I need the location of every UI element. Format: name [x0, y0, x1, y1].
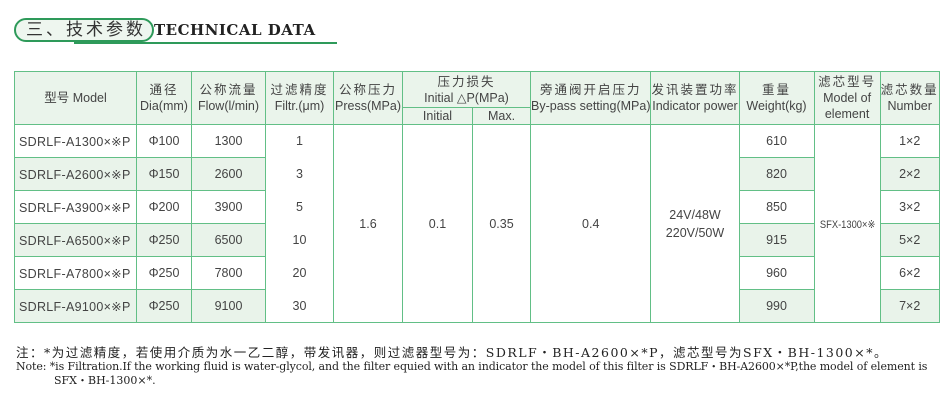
cell-flow: 7800 — [191, 256, 266, 290]
header-press: 公称压力 Press(MPa) — [333, 71, 403, 125]
title-underline — [74, 42, 337, 44]
note-cn: 注：*为过滤精度，若使用介质为水一乙二醇，带发讯器，则过滤器型号为：SDRLF・… — [16, 345, 888, 360]
header-filtr: 过滤精度 Filtr.(μm) — [265, 71, 334, 125]
cell-number: 7×2 — [879, 289, 940, 323]
header-dia-cn: 通径 — [149, 83, 179, 97]
section-title-en: TECHNICAL DATA — [154, 21, 316, 39]
header-element-cn: 滤芯型号 — [818, 75, 877, 89]
header-model: 型号 Model — [14, 71, 137, 125]
header-bypass: 旁通阀开启压力 By-pass setting(MPa) — [529, 71, 652, 125]
header-element-en1: Model of — [823, 91, 872, 105]
table-row: SDRLF-A6500×※P Φ250 6500 10 915 5×2 — [14, 223, 940, 257]
cell-dp-max: 0.35 — [472, 124, 531, 323]
cell-dia: Φ200 — [136, 190, 192, 224]
table-row: SDRLF-A7800×※P Φ250 7800 20 960 6×2 — [14, 256, 940, 290]
header-filtr-en: Filtr.(μm) — [274, 99, 325, 113]
header-dp-max: Max. — [472, 107, 531, 125]
header-bypass-cn: 旁通阀开启压力 — [539, 83, 642, 97]
cell-filtr: 3 — [265, 157, 334, 191]
table-row: SDRLF-A2600×※P Φ150 2600 3 820 2×2 — [14, 157, 940, 191]
header-weight-cn: 重量 — [761, 83, 791, 97]
element-model: SFX-1300×※ — [819, 218, 875, 231]
cell-model: SDRLF-A3900×※P — [14, 190, 137, 224]
header-indicator: 发讯装置功率 Indicator power — [650, 71, 740, 125]
header-flow-cn: 公称流量 — [199, 83, 258, 97]
cell-flow: 9100 — [191, 289, 266, 323]
cell-number: 5×2 — [879, 223, 940, 257]
header-press-cn: 公称压力 — [338, 83, 397, 97]
header-weight-en: Weight(kg) — [746, 99, 807, 113]
notes: 注：*为过滤精度，若使用介质为水一乙二醇，带发讯器，则过滤器型号为：SDRLF・… — [16, 346, 927, 388]
cell-number: 2×2 — [879, 157, 940, 191]
cell-dia: Φ250 — [136, 223, 192, 257]
cell-filtr: 1 — [265, 124, 334, 158]
table-row: SDRLF-A9100×※P Φ250 9100 30 990 7×2 — [14, 289, 940, 323]
cell-bypass: 0.4 — [529, 124, 652, 323]
cell-flow: 2600 — [191, 157, 266, 191]
cell-model: SDRLF-A7800×※P — [14, 256, 137, 290]
header-dp-initial: Initial — [402, 107, 473, 125]
cell-indicator: 24V/48W 220V/50W — [650, 124, 740, 323]
cell-number: 1×2 — [879, 124, 940, 158]
header-element-en2: element — [824, 107, 870, 121]
cell-filtr: 30 — [265, 289, 334, 323]
cell-weight: 990 — [738, 289, 815, 323]
section-title-cn: 三、技术参数 — [14, 18, 154, 42]
header-dp-en: Initial △P(MPa) — [424, 90, 509, 105]
header-weight: 重量 Weight(kg) — [738, 71, 815, 125]
cell-weight: 850 — [738, 190, 815, 224]
note-en-continued: SFX・BH-1300×*. — [54, 374, 156, 387]
cell-dia: Φ250 — [136, 256, 192, 290]
cell-model: SDRLF-A9100×※P — [14, 289, 137, 323]
indicator-line-2: 220V/50W — [665, 225, 725, 240]
header-dia-en: Dia(mm) — [140, 99, 188, 113]
cell-filtr: 20 — [265, 256, 334, 290]
header-number-en: Number — [887, 99, 932, 113]
cell-weight: 610 — [738, 124, 815, 158]
cell-filtr: 5 — [265, 190, 334, 224]
note-en: Note: *is Filtration.If the working flui… — [16, 360, 928, 373]
cell-dia: Φ150 — [136, 157, 192, 191]
header-dp-cn: 压力损失 — [437, 74, 496, 89]
header-flow: 公称流量 Flow(l/min) — [191, 71, 266, 125]
cell-number: 6×2 — [879, 256, 940, 290]
cell-element: SFX-1300×※ — [813, 124, 881, 323]
cell-flow: 6500 — [191, 223, 266, 257]
cell-dp-initial: 0.1 — [402, 124, 473, 323]
cell-dia: Φ100 — [136, 124, 192, 158]
header-dia: 通径 Dia(mm) — [136, 71, 192, 125]
cell-filtr: 10 — [265, 223, 334, 257]
cell-model: SDRLF-A1300×※P — [14, 124, 137, 158]
cell-model: SDRLF-A2600×※P — [14, 157, 137, 191]
section-title: 三、技术参数 TECHNICAL DATA — [14, 18, 337, 44]
cell-model: SDRLF-A6500×※P — [14, 223, 137, 257]
cell-number: 3×2 — [879, 190, 940, 224]
cell-weight: 820 — [738, 157, 815, 191]
cell-weight: 960 — [738, 256, 815, 290]
header-filtr-cn: 过滤精度 — [270, 83, 329, 97]
cell-dia: Φ250 — [136, 289, 192, 323]
indicator-line-1: 24V/48W — [669, 207, 721, 222]
cell-press: 1.6 — [333, 124, 403, 323]
header-number: 滤芯数量 Number — [879, 71, 940, 125]
header-press-en: Press(MPa) — [335, 99, 401, 113]
header-indicator-cn: 发讯装置功率 — [651, 83, 739, 97]
cell-flow: 1300 — [191, 124, 266, 158]
technical-data-table: 型号 Model 通径 Dia(mm) 公称流量 Flow(l/min) 过滤精度 F… — [14, 71, 940, 323]
header-element: 滤芯型号 Model of element — [813, 71, 881, 125]
header-pressure-drop: 压力损失 Initial △P(MPa) — [402, 71, 531, 108]
cell-weight: 915 — [738, 223, 815, 257]
header-bypass-en: By-pass setting(MPa) — [531, 99, 651, 113]
header-model-label: 型号 Model — [44, 91, 107, 105]
header-number-cn: 滤芯数量 — [880, 83, 939, 97]
header-indicator-en: Indicator power — [652, 99, 738, 113]
cell-flow: 3900 — [191, 190, 266, 224]
table-row: SDRLF-A1300×※P Φ100 1300 1 1.6 0.1 0.35 … — [14, 124, 940, 323]
table-row: SDRLF-A3900×※P Φ200 3900 5 850 3×2 — [14, 190, 940, 224]
header-flow-en: Flow(l/min) — [197, 99, 260, 113]
